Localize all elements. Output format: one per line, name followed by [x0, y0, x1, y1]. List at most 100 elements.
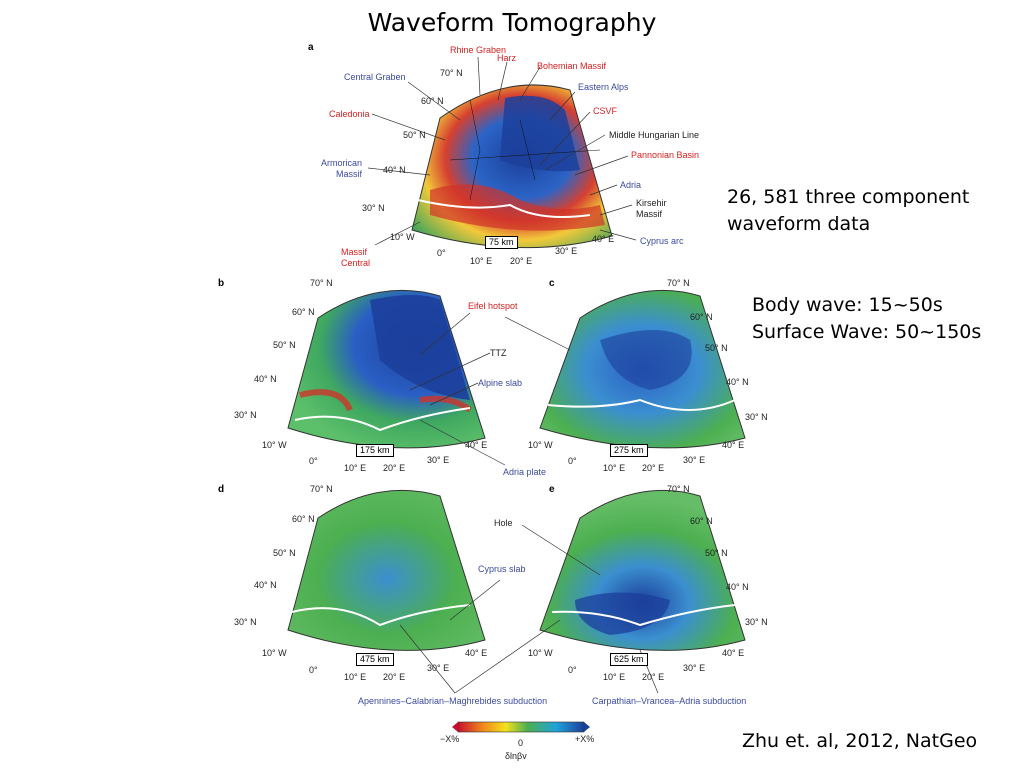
coord-d-40e: 40° E [465, 648, 488, 658]
colorbar-mid-label: 0 [518, 738, 524, 748]
map-panel-a [411, 84, 613, 249]
coord-e-70n: 70° N [667, 484, 690, 494]
coord-a-50n: 50° N [403, 130, 426, 140]
depth-label-b: 175 km [356, 444, 394, 457]
label-armorican-massif: Armorican Massif [321, 158, 363, 179]
coord-b-40n: 40° N [254, 374, 277, 384]
coord-e-30n: 30° N [745, 617, 768, 627]
coord-b-40e: 40° E [465, 440, 488, 450]
label-alpine-slab: Alpine slab [478, 378, 523, 388]
label-eifel-hotspot: Eifel hotspot [468, 301, 518, 311]
label-central-graben: Central Graben [344, 72, 406, 82]
coord-c-40e: 40° E [722, 440, 745, 450]
label-apennines-subduction: Apennines–Calabrian–Maghrebides subducti… [358, 696, 548, 706]
wave-period-note: Body wave: 15~50s Surface Wave: 50~150s [752, 292, 981, 346]
panel-letter-a: a [308, 42, 314, 53]
coord-e-0: 0° [568, 665, 577, 675]
coord-b-30n: 30° N [234, 410, 257, 420]
coord-e-10w: 10° W [528, 648, 553, 658]
coord-a-20e: 20° E [510, 256, 533, 266]
label-cyprus-arc: Cyprus arc [640, 236, 684, 246]
coord-a-60n: 60° N [421, 96, 444, 106]
label-pannonian-basin: Pannonian Basin [631, 150, 700, 160]
coord-d-20e: 20° E [383, 672, 406, 682]
coord-b-10e: 10° E [344, 463, 367, 473]
label-ttz: TTZ [490, 348, 507, 358]
label-eastern-alps: Eastern Alps [578, 82, 629, 92]
coord-d-70n: 70° N [310, 484, 333, 494]
label-adria-plate: Adria plate [503, 467, 547, 477]
label-caledonia: Caledonia [329, 109, 370, 119]
label-adria: Adria [620, 180, 642, 190]
coord-e-40e: 40° E [722, 648, 745, 658]
coord-b-30e: 30° E [427, 455, 450, 465]
colorbar-axis-label: δlnβv [505, 751, 527, 761]
depth-label-e: 625 km [610, 653, 648, 666]
panel-letter-d: d [218, 484, 225, 495]
coord-b-20e: 20° E [383, 463, 406, 473]
coord-b-50n: 50° N [273, 340, 296, 350]
coord-b-10w: 10° W [262, 440, 287, 450]
label-hole: Hole [494, 518, 513, 528]
coord-d-50n: 50° N [273, 548, 296, 558]
coord-e-50n: 50° N [705, 548, 728, 558]
depth-label-d: 475 km [356, 653, 394, 666]
data-count-note: 26, 581 three component waveform data [727, 184, 969, 238]
coord-b-60n: 60° N [292, 307, 315, 317]
leader-lines-de [399, 524, 659, 694]
coord-d-40n: 40° N [254, 580, 277, 590]
coord-d-60n: 60° N [292, 514, 315, 524]
depth-label-a: 75 km [485, 236, 518, 249]
coord-d-10w: 10° W [262, 648, 287, 658]
coord-b-70n: 70° N [310, 278, 333, 288]
colorbar [452, 721, 590, 733]
label-kirsehir-massif: Kirsehir Massif [636, 198, 667, 219]
coord-e-20e: 20° E [642, 672, 665, 682]
panel-letter-c: c [549, 278, 555, 289]
coord-e-30e: 30° E [683, 663, 706, 673]
coord-d-30n: 30° N [234, 617, 257, 627]
leader-lines-bc [409, 312, 571, 466]
label-carpathian-subduction: Carpathian–Vrancea–Adria subduction [592, 696, 747, 706]
coord-a-10w: 10° W [390, 232, 415, 242]
surface-wave-text: Surface Wave: 50~150s [752, 321, 982, 343]
label-harz: Harz [497, 53, 517, 63]
label-massif-central: Massif Central [341, 247, 371, 268]
map-panel-d [287, 489, 486, 651]
label-rhine-graben: Rhine Graben [450, 45, 507, 55]
coord-c-10w: 10° W [528, 440, 553, 450]
label-csvf: CSVF [593, 106, 618, 116]
coord-c-30e: 30° E [683, 455, 706, 465]
coord-a-70n: 70° N [440, 68, 463, 78]
coord-d-10e: 10° E [344, 672, 367, 682]
coord-c-0: 0° [568, 456, 577, 466]
body-wave-text: Body wave: 15~50s [752, 294, 943, 316]
coord-a-40e: 40° E [592, 234, 615, 244]
depth-label-c: 275 km [610, 444, 648, 457]
coord-e-40n: 40° N [726, 582, 749, 592]
map-panel-c [539, 289, 746, 449]
panel-letter-b: b [218, 278, 225, 289]
coord-b-0: 0° [309, 456, 318, 466]
coord-a-10e: 10° E [470, 256, 493, 266]
coord-c-60n: 60° N [690, 312, 713, 322]
map-panel-e [539, 489, 746, 651]
coord-c-20e: 20° E [642, 463, 665, 473]
slide-title: Waveform Tomography [367, 8, 657, 37]
coord-a-30n: 30° N [362, 203, 385, 213]
coord-e-10e: 10° E [603, 672, 626, 682]
panel-letter-e: e [549, 484, 555, 495]
colorbar-max-label: +X% [575, 734, 595, 744]
data-count-line1: 26, 581 three component [727, 186, 970, 208]
coord-d-0: 0° [309, 665, 318, 675]
label-middle-hungarian-line: Middle Hungarian Line [609, 130, 700, 140]
label-bohemian-massif: Bohemian Massif [537, 61, 607, 71]
coord-a-0: 0° [437, 248, 446, 258]
coord-a-40n: 40° N [383, 165, 406, 175]
leader-lines-a [367, 56, 637, 246]
coord-c-70n: 70° N [667, 278, 690, 288]
coord-a-30e: 30° E [555, 246, 578, 256]
coord-d-30e: 30° E [427, 663, 450, 673]
coord-c-30n: 30° N [745, 412, 768, 422]
